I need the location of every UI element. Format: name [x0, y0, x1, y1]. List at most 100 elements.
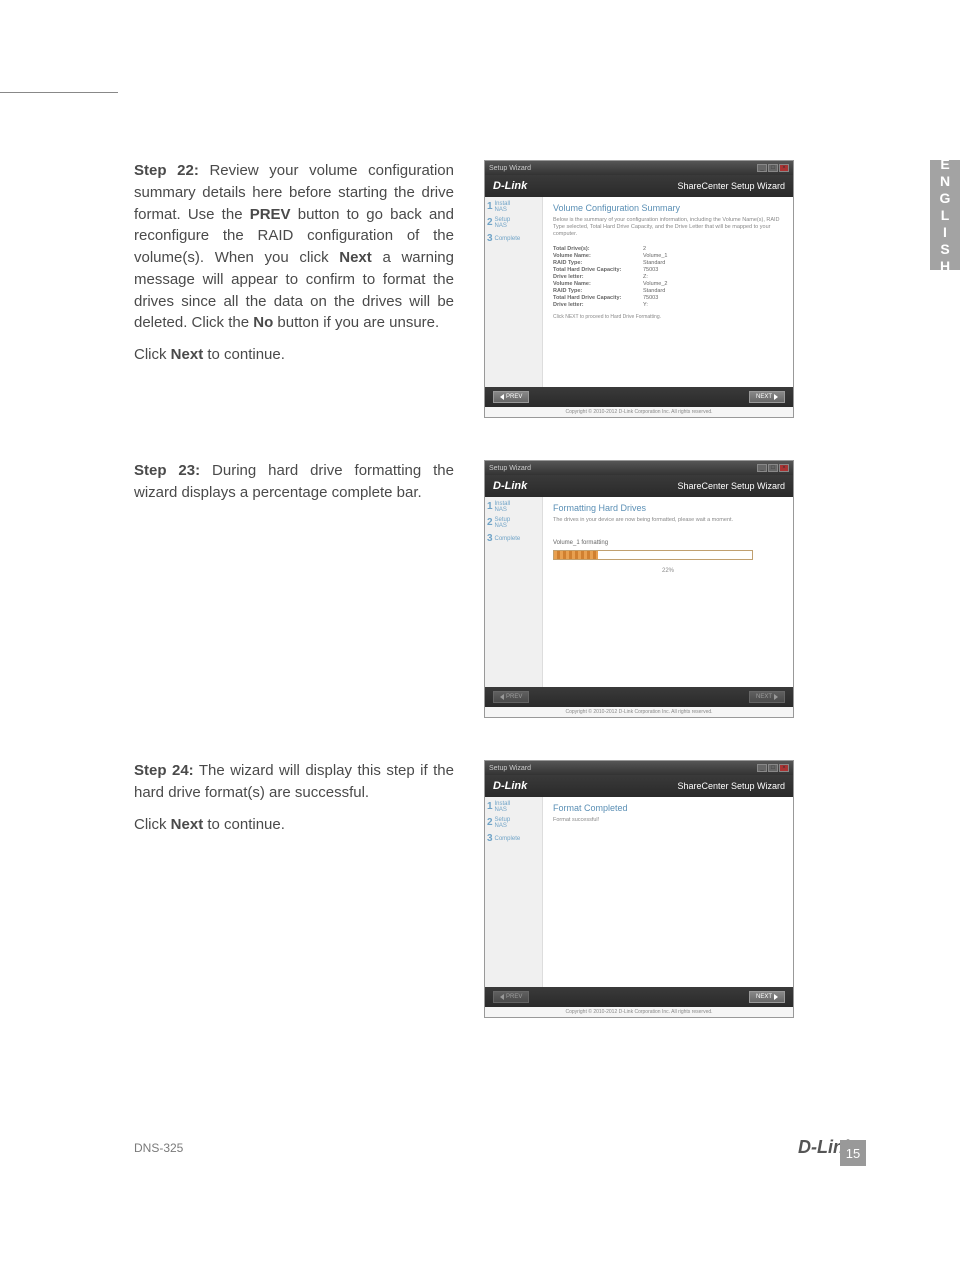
step-22-click: Click Next to continue.: [134, 344, 454, 366]
brand-subtitle: ShareCenter Setup Wizard: [677, 481, 785, 491]
copyright: Copyright © 2010-2012 D-Link Corporation…: [485, 707, 793, 717]
wizard-main: Formatting Hard Drives The drives in you…: [543, 497, 793, 687]
table-row: Drive letter:Y:: [553, 302, 783, 308]
table-row: RAID Type:Standard: [553, 288, 783, 294]
sidebar-step: 2 SetupNAS: [487, 217, 540, 229]
arrow-left-icon: [500, 994, 504, 1000]
step-22-block: Step 22: Review your volume configuratio…: [134, 160, 904, 418]
close-icon[interactable]: ×: [779, 464, 789, 472]
step-22-text: Step 22: Review your volume configuratio…: [134, 160, 454, 418]
step-24-block: Step 24: The wizard will display this st…: [134, 760, 904, 1018]
progress-fill: [554, 551, 598, 559]
prev-button: PREV: [493, 691, 529, 703]
brand-logo: D-Link: [493, 780, 527, 792]
brand-bar: D-Link ShareCenter Setup Wizard: [485, 475, 793, 497]
brand-subtitle: ShareCenter Setup Wizard: [677, 781, 785, 791]
screen-title: Formatting Hard Drives: [553, 503, 783, 513]
window-controls: _ □ ×: [757, 464, 789, 472]
wizard-navbar: PREV NEXT: [485, 687, 793, 707]
wizard-body: 1 InstallNAS2 SetupNAS3 Complete Format …: [485, 797, 793, 987]
sidebar-step: 2 SetupNAS: [487, 517, 540, 529]
arrow-right-icon: [774, 994, 778, 1000]
wizard-sidebar: 1 InstallNAS 2 SetupNAS 3 Complete: [485, 197, 543, 387]
table-row: Drive letter:Z:: [553, 274, 783, 280]
brand-bar: D-Link ShareCenter Setup Wizard: [485, 775, 793, 797]
window-title: Setup Wizard: [489, 165, 531, 172]
window-titlebar: Setup Wizard _ □ ×: [485, 461, 793, 475]
wizard-body: 1 InstallNAS 2 SetupNAS 3 Complete Volume …: [485, 197, 793, 387]
window-title: Setup Wizard: [489, 465, 531, 472]
progress-percent: 22%: [553, 568, 783, 574]
maximize-icon[interactable]: □: [768, 464, 778, 472]
step-22-label: Step 22:: [134, 162, 199, 179]
progress-bar: [553, 550, 753, 560]
window-title: Setup Wizard: [489, 765, 531, 772]
brand-logo: D-Link: [493, 180, 527, 192]
click-next-hint: Click NEXT to proceed to Hard Drive Form…: [553, 314, 783, 320]
window-controls: _ □ ×: [757, 764, 789, 772]
volume-format-label: Volume_1 formatting: [553, 540, 783, 546]
content-area: Step 22: Review your volume configuratio…: [134, 160, 904, 1060]
wizard-body: 1 InstallNAS 2 SetupNAS 3 Complete Formatt…: [485, 497, 793, 687]
language-tab: ENGLISH: [930, 160, 960, 270]
minimize-icon[interactable]: _: [757, 764, 767, 772]
arrow-left-icon: [500, 694, 504, 700]
close-icon[interactable]: ×: [779, 764, 789, 772]
maximize-icon[interactable]: □: [768, 164, 778, 172]
table-row: Volume Name:Volume_1: [553, 253, 783, 259]
next-button[interactable]: NEXT: [749, 391, 785, 403]
copyright: Copyright © 2010-2012 D-Link Corporation…: [485, 407, 793, 417]
summary-table: Total Drive(s):2Volume Name:Volume_1RAID…: [553, 246, 783, 308]
brand-logo: D-Link: [493, 480, 527, 492]
wizard-sidebar: 1 InstallNAS2 SetupNAS3 Complete: [485, 797, 543, 987]
wizard-sidebar: 1 InstallNAS 2 SetupNAS 3 Complete: [485, 497, 543, 687]
window-titlebar: Setup Wizard _ □ ×: [485, 161, 793, 175]
brand-subtitle: ShareCenter Setup Wizard: [677, 181, 785, 191]
table-row: Total Hard Drive Capacity:75003: [553, 267, 783, 273]
step-24-para: Step 24: The wizard will display this st…: [134, 760, 454, 804]
page-number: 15: [840, 1140, 866, 1166]
model-number: DNS-325: [134, 1141, 183, 1155]
step-24-click: Click Next to continue.: [134, 814, 454, 836]
arrow-left-icon: [500, 394, 504, 400]
close-icon[interactable]: ×: [779, 164, 789, 172]
sidebar-step: 3 Complete: [487, 233, 540, 244]
screen-title: Volume Configuration Summary: [553, 203, 783, 213]
sidebar-step: 2 SetupNAS: [487, 817, 540, 829]
manual-page: ENGLISH Step 22: Review your volume conf…: [0, 0, 960, 1278]
step-24-text: Step 24: The wizard will display this st…: [134, 760, 454, 1018]
wizard-screenshot-24: Setup Wizard _ □ × D-Link ShareCenter Se…: [484, 760, 794, 1018]
screen-desc: Below is the summary of your configurati…: [553, 217, 783, 238]
sidebar-step: 1 InstallNAS: [487, 201, 540, 213]
step-22-para: Step 22: Review your volume configuratio…: [134, 160, 454, 334]
window-titlebar: Setup Wizard _ □ ×: [485, 761, 793, 775]
step-24-label: Step 24:: [134, 762, 194, 779]
page-footer: DNS-325 D-Link: [134, 1137, 854, 1158]
next-button[interactable]: NEXT: [749, 991, 785, 1003]
table-row: Volume Name:Volume_2: [553, 281, 783, 287]
screen-desc: The drives in your device are now being …: [553, 517, 783, 524]
wizard-screenshot-22: Setup Wizard _ □ × D-Link ShareCenter Se…: [484, 160, 794, 418]
minimize-icon[interactable]: _: [757, 164, 767, 172]
prev-button[interactable]: PREV: [493, 391, 529, 403]
maximize-icon[interactable]: □: [768, 764, 778, 772]
wizard-main: Format Completed Format successful!: [543, 797, 793, 987]
prev-button: PREV: [493, 991, 529, 1003]
wizard-navbar: PREV NEXT: [485, 987, 793, 1007]
sidebar-step: 3 Complete: [487, 533, 540, 544]
step-23-label: Step 23:: [134, 462, 200, 479]
language-label: ENGLISH: [937, 156, 953, 275]
wizard-screenshot-23: Setup Wizard _ □ × D-Link ShareCenter Se…: [484, 460, 794, 718]
sidebar-step: 1 InstallNAS: [487, 801, 540, 813]
window-controls: _ □ ×: [757, 164, 789, 172]
arrow-right-icon: [774, 694, 778, 700]
screen-title: Format Completed: [553, 803, 783, 813]
minimize-icon[interactable]: _: [757, 464, 767, 472]
brand-bar: D-Link ShareCenter Setup Wizard: [485, 175, 793, 197]
step-23-para: Step 23: During hard drive formatting th…: [134, 460, 454, 504]
wizard-main: Volume Configuration Summary Below is th…: [543, 197, 793, 387]
table-row: Total Hard Drive Capacity:75003: [553, 295, 783, 301]
next-button: NEXT: [749, 691, 785, 703]
sidebar-step: 1 InstallNAS: [487, 501, 540, 513]
copyright: Copyright © 2010-2012 D-Link Corporation…: [485, 1007, 793, 1017]
